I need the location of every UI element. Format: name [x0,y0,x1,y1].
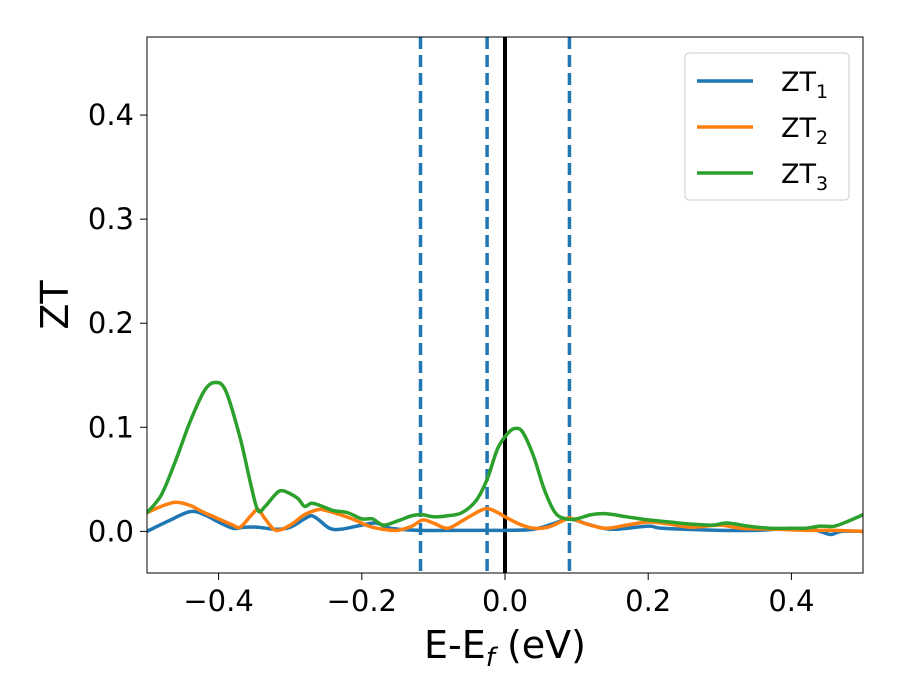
legend-label-subscript: 3 [816,173,828,195]
x-axis-label-main: E-E [424,623,486,667]
y-tick-label: 0.0 [88,514,134,548]
legend-label-subscript: 1 [816,81,828,103]
y-axis-label: ZT [33,280,77,330]
series-group [147,380,863,537]
legend-label-subscript: 2 [816,127,828,149]
legend-box [684,52,850,201]
x-tick-label: −0.2 [327,584,397,618]
legend-label-zt1: ZT1 [781,67,828,103]
x-tick-label: 0.4 [768,584,814,618]
x-tick-label: −0.4 [183,584,253,618]
y-tick-label: 0.1 [88,410,134,444]
legend-label-main: ZT [781,159,816,190]
x-tick-label: 0.0 [482,584,528,618]
legend-label-main: ZT [781,67,816,98]
legend-label-main: ZT [781,113,816,144]
y-axis-ticks: 0.0 0.1 0.2 0.3 0.4 [88,98,147,548]
reference-lines [418,37,572,573]
series-line-zt3 [147,380,863,531]
legend-label-zt2: ZT2 [781,113,828,149]
y-tick-label: 0.3 [88,202,134,236]
legend-label-zt3: ZT3 [781,159,828,195]
x-axis-ticks: −0.4 −0.2 0.0 0.2 0.4 [183,573,814,618]
x-tick-label: 0.2 [625,584,671,618]
x-axis-label: E-Ef (eV) [424,623,586,673]
y-tick-label: 0.2 [88,306,134,340]
x-axis-label-unit: (eV) [495,623,586,667]
y-tick-label: 0.4 [88,98,134,132]
